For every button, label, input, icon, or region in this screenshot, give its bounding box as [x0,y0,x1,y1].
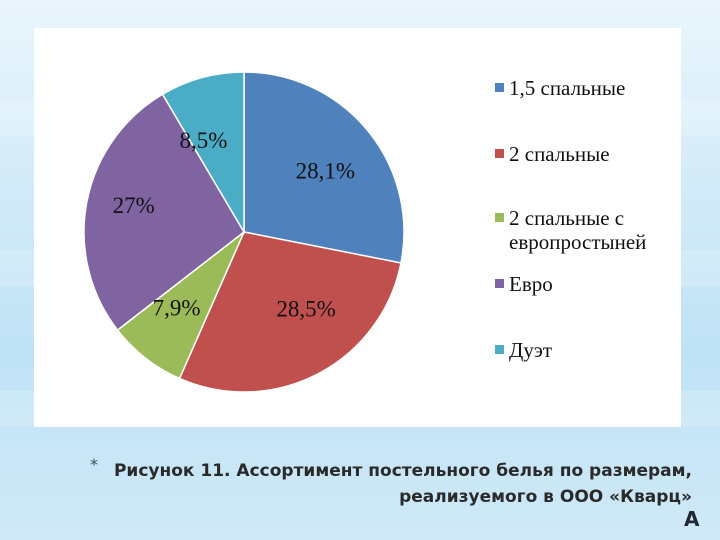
pie-slices [83,71,405,393]
pie-chart: 28,1% 28,5% 7,9% 27% 8,5% 1,5 спальные 2 спал… [83,71,646,393]
slice-label-1: 28,1% [296,158,355,183]
pie-slice-5 [161,71,245,235]
slice-labels: 28,1% 28,5% 7,9% 27% 8,5% [113,128,355,322]
legend: 1,5 спальные 2 спальные 2 спальные с европр… [495,76,646,362]
legend-label-3: 2 спальные с европростыней [509,206,646,254]
slice-label-4: 27% [113,193,155,218]
slice-label-3: 7,9% [153,295,201,320]
chart-panel: 28,1% 28,5% 7,9% 27% 8,5% 1,5 спальные 2 спал… [34,28,681,427]
legend-label-1: 1,5 спальные [509,76,625,100]
figure-caption: Рисунок 11. Ассортимент постельного бель… [80,458,692,510]
legend-label-2: 2 спальные [509,142,610,166]
legend-swatch-3 [495,213,504,222]
legend-swatch-1 [495,83,504,92]
slice-label-2: 28,5% [276,296,335,321]
caption-bullet: * [90,455,98,474]
legend-label-4: Евро [509,272,553,296]
pie-slice-1 [243,71,405,264]
legend-swatch-4 [495,279,504,288]
slice-label-5: 8,5% [180,128,228,153]
pie-slice-2 [178,231,402,393]
pie-slice-4 [83,93,245,332]
legend-label-5: Дуэт [509,338,552,362]
caption-line-2: реализуемого в ООО «Кварц» [399,487,692,507]
corner-mark: A [684,507,700,531]
legend-swatch-2 [495,149,504,158]
legend-swatch-5 [495,345,504,354]
caption-line-1: Рисунок 11. Ассортимент постельного бель… [113,461,692,481]
